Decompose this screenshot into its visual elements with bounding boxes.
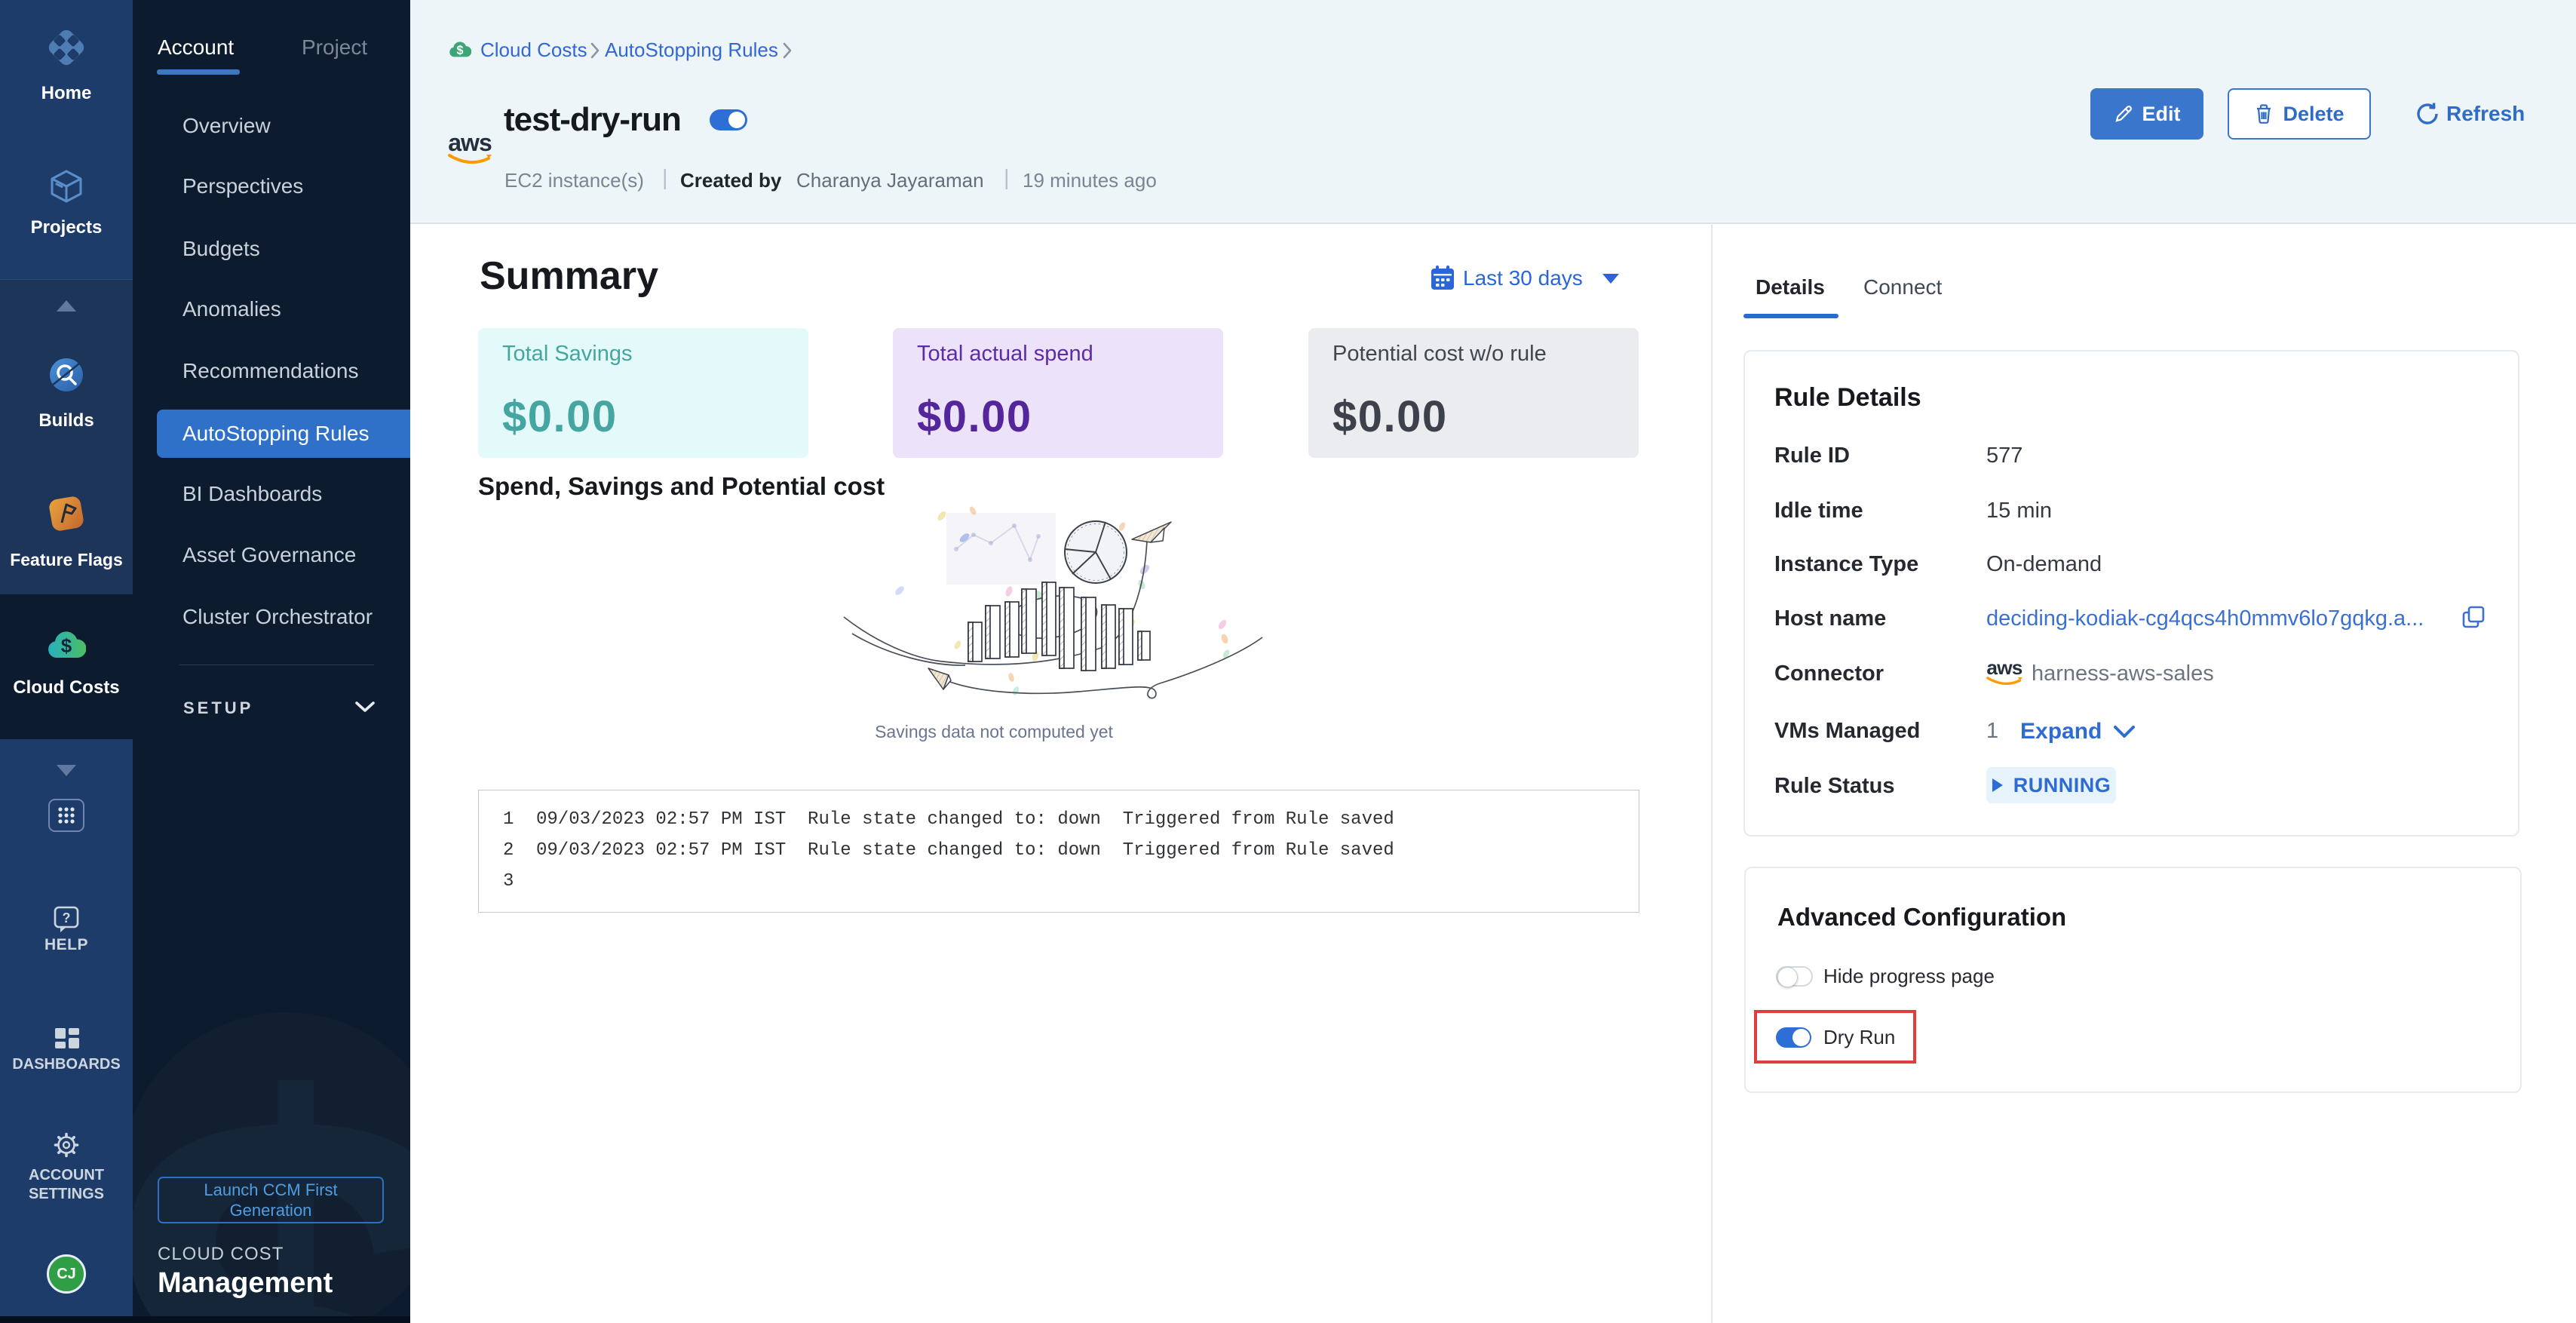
svg-text:$: $ [61,634,72,657]
svg-text:aws: aws [1986,656,2022,679]
svg-text:aws: aws [448,129,492,156]
svg-text:$: $ [457,44,464,57]
svg-text:?: ? [63,910,71,925]
svg-text:$: $ [133,1012,410,1323]
